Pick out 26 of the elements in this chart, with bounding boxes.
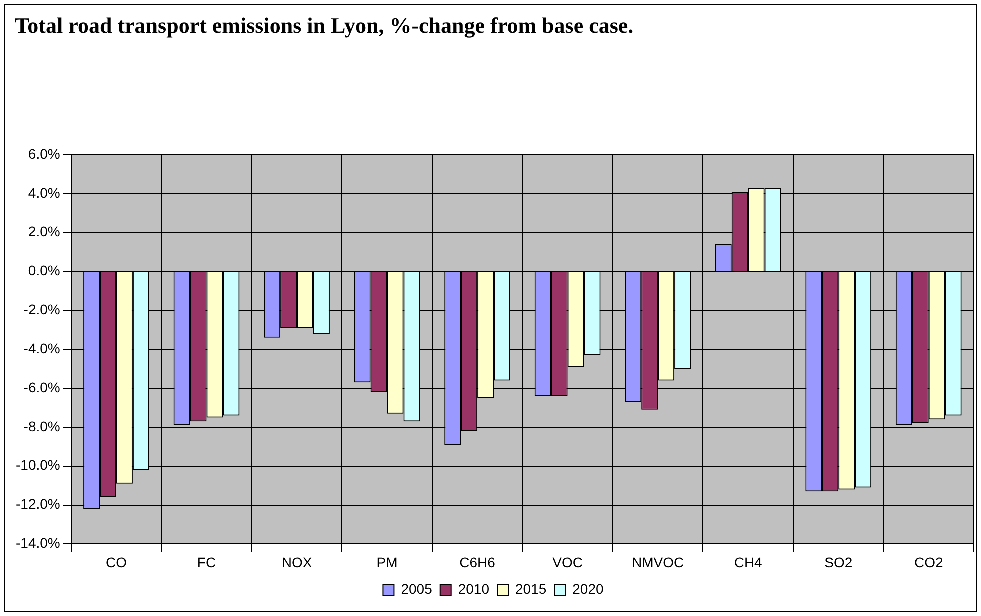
legend-label: 2015: [516, 580, 547, 597]
legend-label: 2020: [572, 580, 604, 597]
x-tick-label: C6H6: [460, 554, 496, 570]
x-tick-label: NOX: [282, 554, 313, 570]
y-tick-label: 2.0%: [28, 224, 60, 240]
x-tick-label: SO2: [824, 554, 853, 570]
y-tick-label: -14.0%: [16, 535, 60, 552]
y-tick-label: -6.0%: [24, 379, 60, 396]
x-tick-label: NMVOC: [632, 554, 684, 570]
y-tick-label: 6.0%: [28, 146, 60, 162]
y-tick-label: 0.0%: [28, 262, 60, 279]
y-tick-label: -4.0%: [24, 340, 60, 356]
y-tick-label: -10.0%: [16, 457, 60, 474]
y-tick-label: -2.0%: [24, 302, 60, 318]
x-tick-label: CO2: [914, 554, 944, 570]
legend-label: 2005: [401, 580, 433, 597]
y-tick-label: -8.0%: [24, 418, 60, 434]
y-tick-label: 4.0%: [28, 184, 60, 201]
x-tick-label: PM: [376, 554, 398, 570]
chart-title: Total road transport emissions in Lyon, %-change from base case.: [15, 13, 634, 39]
y-tick-label: -12.0%: [16, 496, 60, 512]
x-tick-label: VOC: [552, 554, 583, 570]
legend-label: 2010: [458, 580, 490, 597]
x-tick-label: FC: [197, 554, 216, 570]
x-tick-label: CO: [106, 554, 128, 570]
x-tick-label: CH4: [734, 554, 763, 570]
